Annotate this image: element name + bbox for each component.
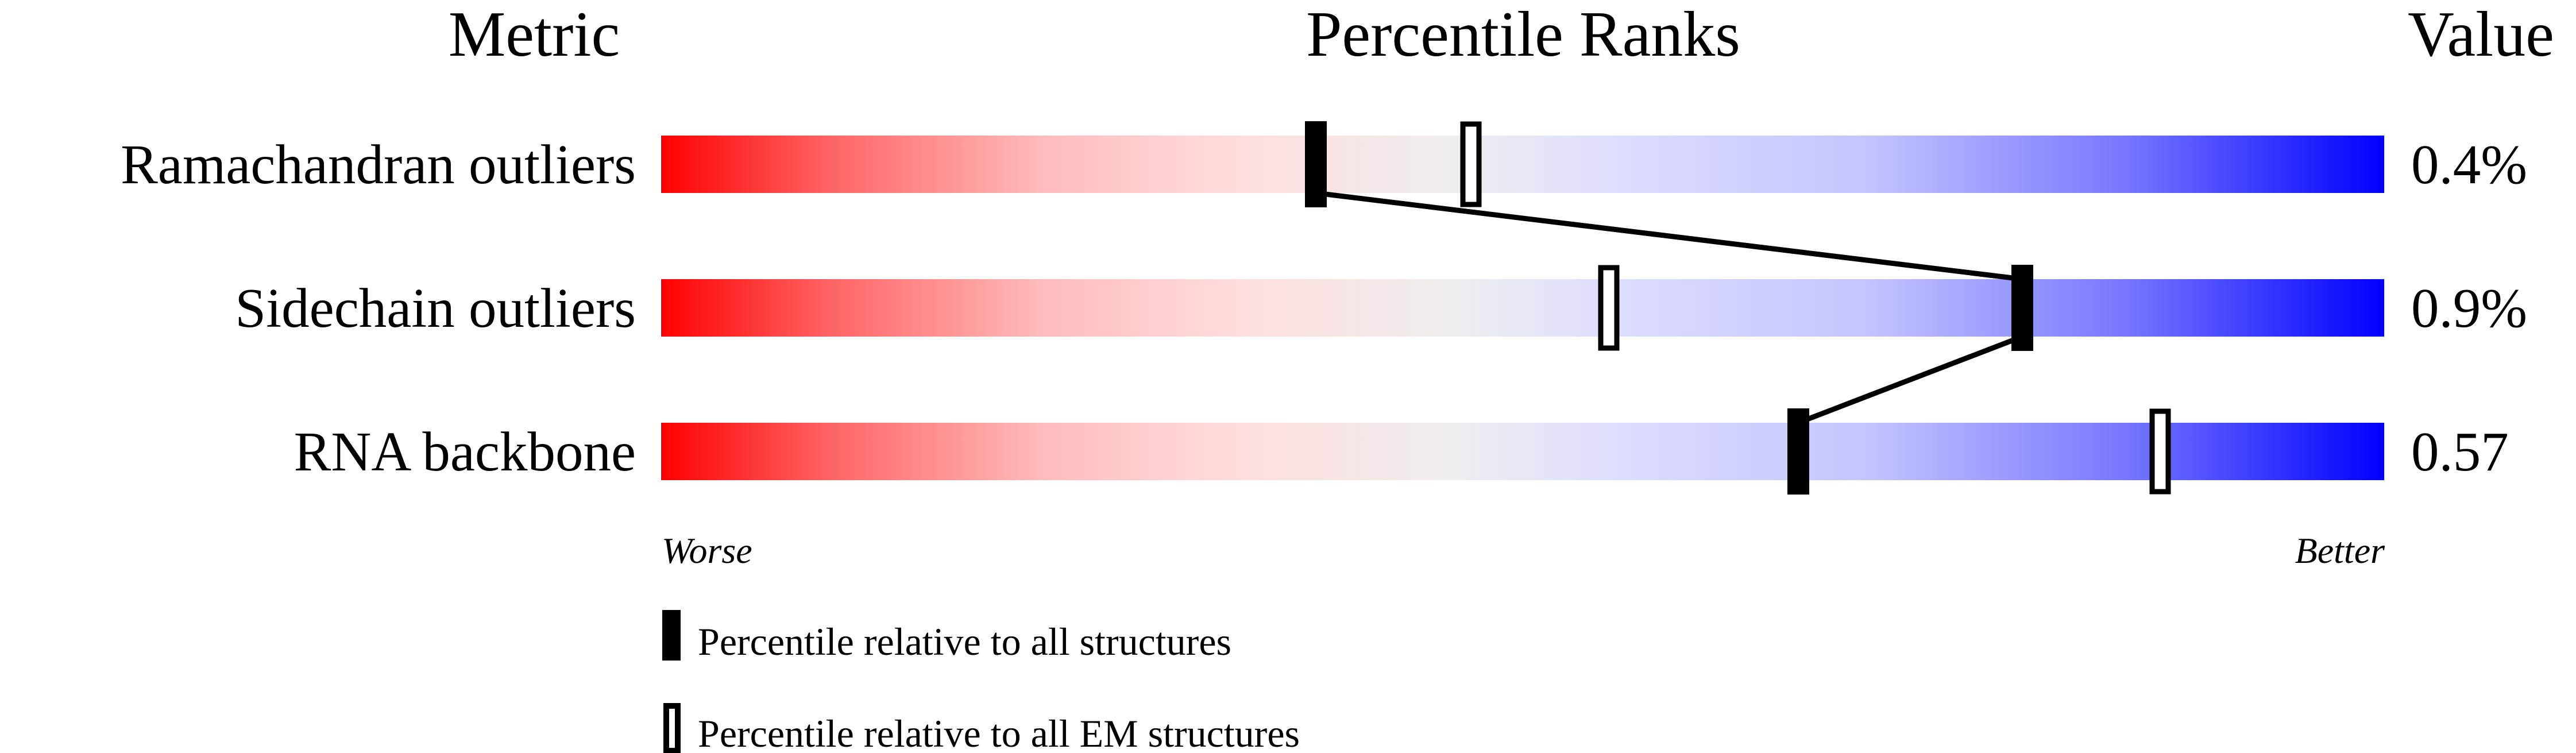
percentile-bar (661, 423, 2384, 480)
metric-value: 0.4% (2411, 134, 2527, 195)
connector-line (1797, 334, 2023, 426)
header-value: Value (2408, 0, 2554, 70)
em-percentile-marker (2149, 408, 2171, 495)
percentile-bar (661, 279, 2384, 337)
axis-label-worse: Worse (662, 530, 752, 571)
metric-label: RNA backbone (294, 421, 636, 482)
legend-open-marker (663, 703, 681, 753)
header-metric: Metric (449, 0, 620, 70)
all-percentile-marker (1305, 121, 1327, 207)
all-percentile-marker (1787, 408, 1809, 495)
connector-line (1315, 190, 2023, 282)
metric-value: 0.57 (2411, 421, 2509, 482)
legend-filled-marker (662, 610, 681, 661)
metric-value: 0.9% (2411, 277, 2527, 339)
legend-label-em: Percentile relative to all EM structures (698, 712, 1300, 753)
all-percentile-marker (2011, 265, 2033, 351)
metric-label: Sidechain outliers (235, 277, 636, 339)
axis-label-better: Better (2295, 530, 2385, 571)
header-percentile-ranks: Percentile Ranks (1306, 0, 1740, 70)
metric-label: Ramachandran outliers (121, 134, 636, 195)
percentile-bar (661, 136, 2384, 193)
em-percentile-marker (1460, 121, 1482, 207)
legend-label-all: Percentile relative to all structures (698, 620, 1231, 663)
em-percentile-marker (1598, 265, 1620, 351)
